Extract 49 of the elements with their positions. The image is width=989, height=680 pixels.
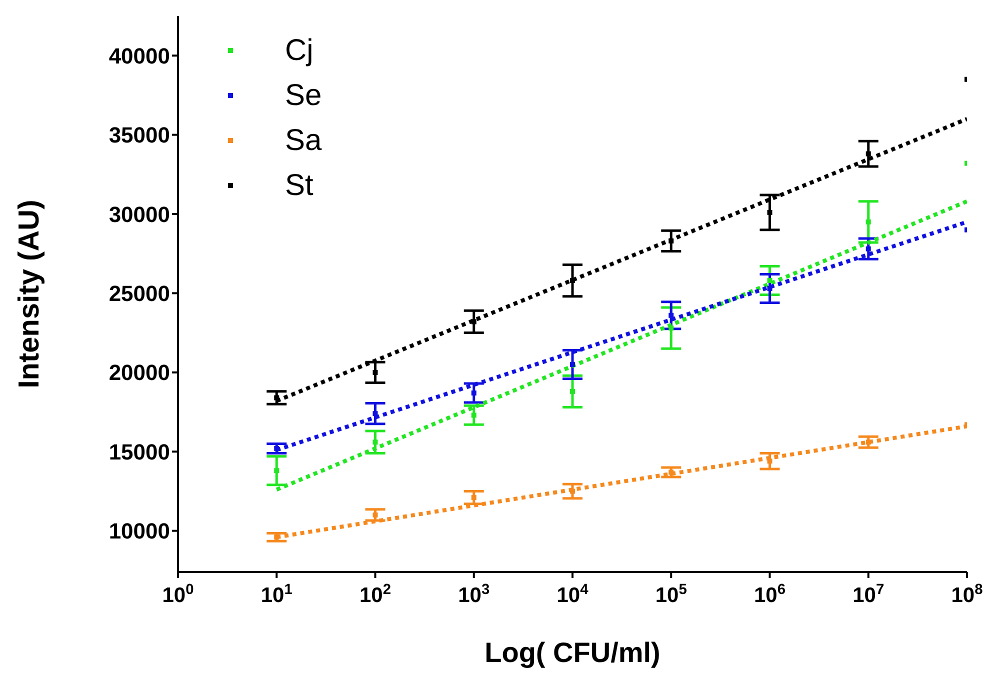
- point: [668, 470, 674, 475]
- point: [570, 388, 575, 394]
- point: [274, 395, 280, 400]
- legend-label: Se: [285, 78, 322, 114]
- point: [767, 458, 772, 464]
- y-tick-label: 25000: [108, 281, 170, 306]
- x-tick-label: 10$^{5}$: [655, 582, 687, 607]
- y-tick-label: 30000: [108, 202, 170, 227]
- point: [866, 440, 871, 445]
- x-tick-label: 10$^{1}$: [260, 582, 292, 607]
- point: [866, 219, 871, 224]
- legend-label: Cj: [285, 33, 314, 69]
- x-tick-label: 10$^{7}$: [852, 582, 884, 607]
- x-axis-title: Log( CFU/ml): [484, 637, 660, 668]
- x-tick-label: 10$^{8}$: [951, 582, 983, 607]
- point: [471, 390, 476, 396]
- point: [767, 286, 772, 291]
- y-tick-label: 10000: [108, 518, 170, 544]
- point: [372, 370, 378, 375]
- point: [471, 319, 476, 324]
- x-tick-label: 10$^{3}$: [458, 582, 490, 607]
- point: [668, 238, 674, 244]
- point: [570, 362, 575, 367]
- x-tick-label: 10$^{0}$: [162, 582, 194, 607]
- point: [274, 446, 280, 451]
- x-tick-label: 10$^{2}$: [359, 582, 392, 607]
- y-tick-label: 15000: [108, 439, 170, 464]
- y-tick-label: 20000: [108, 360, 170, 386]
- point: [668, 312, 674, 318]
- point: [570, 488, 575, 494]
- point: [668, 326, 674, 331]
- point: [372, 440, 378, 445]
- legend-label: St: [285, 168, 314, 204]
- point: [471, 412, 476, 418]
- x-tick-label: 10$^{6}$: [754, 582, 786, 607]
- point: [372, 512, 378, 518]
- x-tick-label: 10$^{4}$: [556, 582, 590, 607]
- point: [570, 278, 575, 284]
- point: [866, 246, 871, 252]
- legend-label: Sa: [285, 123, 322, 159]
- point: [372, 411, 378, 416]
- point: [767, 210, 772, 215]
- point: [471, 495, 476, 500]
- point: [767, 278, 772, 284]
- point: [274, 468, 280, 474]
- point: [866, 151, 871, 156]
- y-axis-title: Intensity (AU): [13, 200, 46, 388]
- y-tick-label: 40000: [108, 43, 170, 68]
- y-tick-label: 35000: [108, 122, 170, 148]
